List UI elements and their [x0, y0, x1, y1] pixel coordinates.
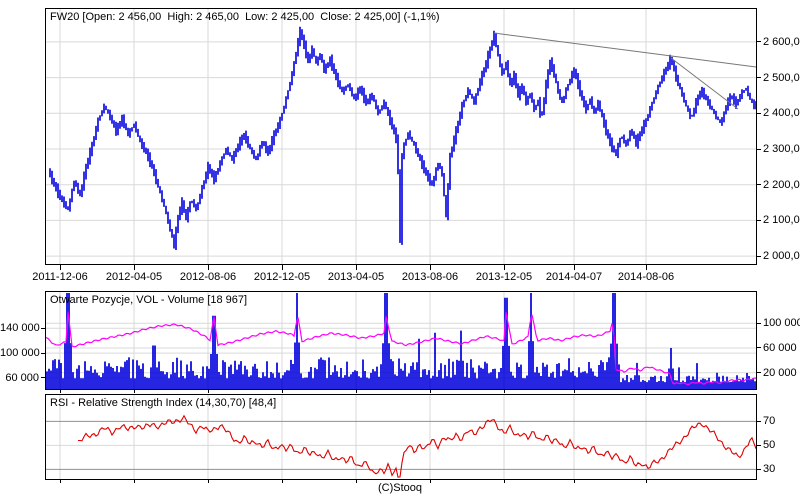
open-interest-axis-tick [41, 328, 45, 329]
price-ohlc-series [49, 26, 756, 250]
date-axis-tick [356, 265, 357, 270]
price-axis-tick [757, 41, 761, 42]
date-axis-tick [574, 480, 575, 483]
x-axis-date-label: 2013-08-06 [401, 271, 459, 283]
date-axis-tick [646, 265, 647, 270]
rsi-axis-label: 30 [763, 463, 776, 475]
x-axis-date-label: 2014-08-06 [617, 271, 675, 283]
date-axis-tick [504, 265, 505, 270]
volume-panel: Otwarte Pozycje, VOL - Volume [18 967] [45, 291, 757, 390]
x-axis-date-label: 2012-04-05 [105, 271, 163, 283]
date-axis-tick [430, 390, 431, 393]
volume-axis-tick [757, 347, 761, 348]
volume-axis-label: 100 000 [763, 317, 800, 329]
open-interest-axis-tick [41, 377, 45, 378]
date-axis-tick [282, 480, 283, 483]
date-axis-tick [134, 480, 135, 483]
date-axis-tick [574, 390, 575, 393]
plot-rsi-svg [46, 395, 756, 479]
date-axis-tick [356, 390, 357, 393]
x-axis-date-label: 2013-12-05 [475, 271, 533, 283]
price-panel-title: FW20 [Open: 2 456,00 High: 2 465,00 Low:… [50, 11, 440, 23]
x-axis-date-label: 2014-04-07 [545, 271, 603, 283]
x-axis-date-label: 2013-04-05 [327, 271, 385, 283]
price-axis-tick [757, 113, 761, 114]
date-axis-tick [356, 480, 357, 483]
volume-axis-tick [757, 372, 761, 373]
x-axis-date-label: 2011-12-06 [32, 271, 88, 283]
rsi-panel-title: RSI - Relative Strength Index (14,30,70)… [50, 397, 277, 409]
x-axis-date-label: 2012-08-06 [179, 271, 237, 283]
price-axis-label: 2 500,0 [763, 72, 800, 84]
volume-axis-label: 20 000 [763, 367, 797, 379]
date-axis-tick [430, 480, 431, 483]
copyright-text: (C)Stooq [377, 482, 423, 494]
volume-chart-plot [46, 292, 756, 389]
date-axis-tick [282, 390, 283, 393]
rsi-axis-tick [757, 421, 761, 422]
date-axis-tick [646, 390, 647, 393]
date-axis-tick [282, 265, 283, 270]
date-axis-tick [134, 265, 135, 270]
price-axis-tick [757, 220, 761, 221]
price-axis-label: 2 300,0 [763, 143, 800, 155]
rsi-line-series [78, 414, 756, 478]
price-axis-label: 2 200,0 [763, 179, 800, 191]
plot-main-svg [46, 9, 756, 264]
open-interest-axis-label: 60 000 [5, 372, 39, 384]
price-axis-label: 2 600,0 [763, 36, 800, 48]
price-axis-tick [757, 149, 761, 150]
volume-panel-title: Otwarte Pozycje, VOL - Volume [18 967] [50, 294, 248, 306]
volume-axis-label: 60 000 [763, 342, 797, 354]
rsi-panel: RSI - Relative Strength Index (14,30,70)… [45, 394, 757, 480]
price-axis-label: 2 400,0 [763, 107, 800, 119]
plot-vol-svg [46, 292, 756, 389]
open-interest-axis-label: 100 000 [0, 347, 40, 359]
x-axis-date-label: 2012-12-05 [253, 271, 311, 283]
rsi-axis-tick [757, 469, 761, 470]
open-interest-line [46, 311, 756, 386]
rsi-axis-label: 50 [763, 439, 776, 451]
volume-axis-tick [757, 323, 761, 324]
price-panel: FW20 [Open: 2 456,00 High: 2 465,00 Low:… [45, 8, 757, 265]
date-axis-tick [504, 480, 505, 483]
date-axis-tick [504, 390, 505, 393]
price-axis-tick [757, 184, 761, 185]
volume-bars-series [46, 293, 756, 389]
date-axis-tick [208, 480, 209, 483]
price-axis-tick [757, 77, 761, 78]
rsi-chart-plot [46, 395, 756, 479]
open-interest-axis-tick [41, 353, 45, 354]
rsi-axis-tick [757, 445, 761, 446]
date-axis-tick [134, 390, 135, 393]
price-axis-tick [757, 256, 761, 257]
price-axis-label: 2 100,0 [763, 214, 800, 226]
date-axis-tick [574, 265, 575, 270]
date-axis-tick [430, 265, 431, 270]
price-axis-label: 2 000,0 [763, 250, 800, 262]
date-axis-tick [60, 480, 61, 483]
date-axis-tick [208, 390, 209, 393]
date-axis-tick [60, 265, 61, 270]
date-axis-tick [646, 480, 647, 483]
price-chart-plot [46, 9, 756, 264]
rsi-axis-label: 70 [763, 415, 776, 427]
open-interest-axis-label: 140 000 [0, 322, 40, 334]
date-axis-tick [208, 265, 209, 270]
date-axis-tick [60, 390, 61, 393]
